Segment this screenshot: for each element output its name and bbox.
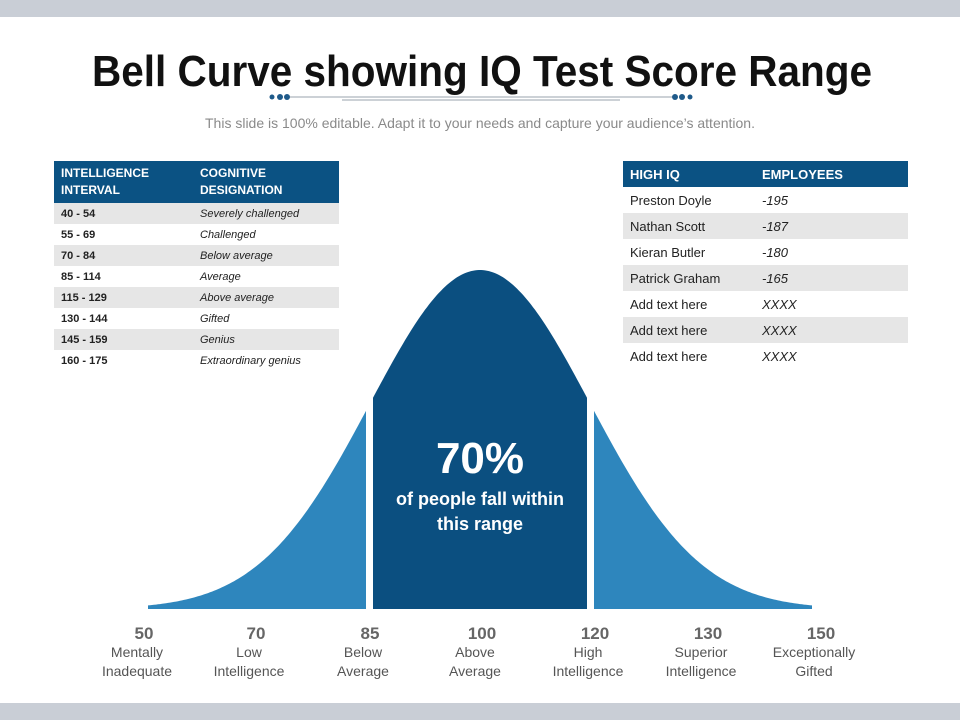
table-cell: Preston Doyle	[630, 192, 712, 208]
table-row: 55 - 69 Challenged	[54, 224, 339, 245]
table-cell: 160 - 175	[61, 354, 108, 367]
table-body: 40 - 54 Severely challenged 55 - 69 Challen…	[54, 203, 339, 371]
axis-label: Average	[449, 663, 501, 679]
axis-label: Intelligence	[214, 663, 285, 679]
axis-value: 120	[581, 624, 609, 643]
table-cell: XXXX	[762, 348, 797, 364]
column-header: EMPLOYEES	[762, 166, 843, 182]
divider	[269, 94, 693, 101]
table-cell: Severely challenged	[200, 207, 300, 220]
table-cell: Add text here	[630, 322, 708, 338]
axis-label: Gifted	[795, 663, 832, 679]
table-cell: Nathan Scott	[630, 218, 706, 234]
table-row: 40 - 54 Severely challenged	[54, 203, 339, 224]
table-cell: -165	[762, 270, 789, 286]
table-header: INTELLIGENCE INTERVAL COGNITIVE DESIGNATION	[54, 161, 339, 203]
column-header: COGNITIVE DESIGNATION	[193, 165, 339, 199]
axis-label: High	[574, 644, 603, 660]
table-cell: 55 - 69	[61, 228, 96, 241]
table-row: Add text here XXXX	[623, 343, 908, 369]
table-cell: Challenged	[200, 228, 256, 241]
axis-value: 70	[247, 624, 266, 643]
axis-label: Below	[344, 644, 383, 660]
axis-label: Intelligence	[553, 663, 624, 679]
table-cell: -195	[762, 192, 789, 208]
axis-value: 50	[135, 624, 154, 643]
table-cell: Genius	[200, 333, 235, 346]
column-header: INTELLIGENCE INTERVAL	[54, 165, 193, 199]
table-cell: Above average	[200, 291, 274, 304]
axis-value: 150	[807, 624, 835, 643]
axis-label: Intelligence	[666, 663, 737, 679]
table-cell: 70 - 84	[61, 249, 96, 262]
table-row: Patrick Graham -165	[623, 265, 908, 291]
bell-curve	[148, 270, 812, 609]
table-cell: XXXX	[762, 322, 797, 338]
table-row: 85 - 114 Average	[54, 266, 339, 287]
table-cell: 40 - 54	[61, 207, 96, 220]
top-band	[0, 0, 960, 17]
table-row: Nathan Scott -187	[623, 213, 908, 239]
table-cell: -187	[762, 218, 789, 234]
column-header-line: INTELLIGENCE	[61, 166, 150, 180]
axis-label: Superior	[675, 644, 728, 660]
axis-label: Average	[337, 663, 389, 679]
axis-label: Exceptionally	[773, 644, 856, 660]
bottom-band	[0, 703, 960, 720]
highlight-value: 70%	[436, 434, 524, 483]
table-row: 130 - 144 Gifted	[54, 308, 339, 329]
table-cell: Below average	[200, 249, 273, 262]
table-cell: 130 - 144	[61, 312, 108, 325]
highlight-text: of people fall within	[396, 489, 564, 509]
highlight-text: this range	[437, 514, 523, 534]
table-cell: Kieran Butler	[630, 244, 706, 260]
curve-right	[594, 410, 812, 609]
table-row: Preston Doyle -195	[623, 187, 908, 213]
table-cell: Add text here	[630, 348, 708, 364]
table-row: 115 - 129 Above average	[54, 287, 339, 308]
axis-value: 130	[694, 624, 722, 643]
table-cell: Extraordinary genius	[200, 354, 301, 367]
axis-label: Mentally	[111, 644, 163, 660]
table-body: Preston Doyle -195 Nathan Scott -187 Kieran …	[623, 187, 908, 369]
table-row: Add text here XXXX	[623, 291, 908, 317]
axis-label: Inadequate	[102, 663, 172, 679]
title: Bell Curve showing IQ Test Score Range	[92, 47, 872, 96]
table-row: 70 - 84 Below average	[54, 245, 339, 266]
table-header: HIGH IQ EMPLOYEES	[623, 161, 908, 187]
table-cell: Add text here	[630, 296, 708, 312]
table-cell: XXXX	[762, 296, 797, 312]
axis-value: 85	[361, 624, 380, 643]
column-header: HIGH IQ	[630, 166, 680, 182]
table-cell: 115 - 129	[61, 291, 107, 304]
axis-label: Low	[236, 644, 263, 660]
right-table: HIGH IQ EMPLOYEES Preston Doyle -195 Nathan …	[623, 161, 908, 369]
table-cell: 85 - 114	[61, 270, 101, 283]
column-header-line: DESIGNATION	[200, 183, 283, 197]
table-cell: Gifted	[200, 312, 230, 325]
table-row: 160 - 175 Extraordinary genius	[54, 350, 339, 371]
curve-left	[148, 410, 366, 609]
table-cell: -180	[762, 244, 789, 260]
table-cell: 145 - 159	[61, 333, 108, 346]
axis-value: 100	[468, 624, 496, 643]
table-row: 145 - 159 Genius	[54, 329, 339, 350]
table-row: Kieran Butler -180	[623, 239, 908, 265]
left-table: INTELLIGENCE INTERVAL COGNITIVE DESIGNATION…	[54, 161, 339, 371]
table-cell: Patrick Graham	[630, 270, 721, 286]
table-row: Add text here XXXX	[623, 317, 908, 343]
curve-center	[373, 270, 587, 609]
column-header-line: INTERVAL	[61, 183, 120, 197]
subtitle: This slide is 100% editable. Adapt it to…	[205, 115, 755, 131]
column-header-line: COGNITIVE	[200, 166, 267, 180]
axis-label: Above	[455, 644, 495, 660]
table-cell: Average	[200, 270, 241, 283]
